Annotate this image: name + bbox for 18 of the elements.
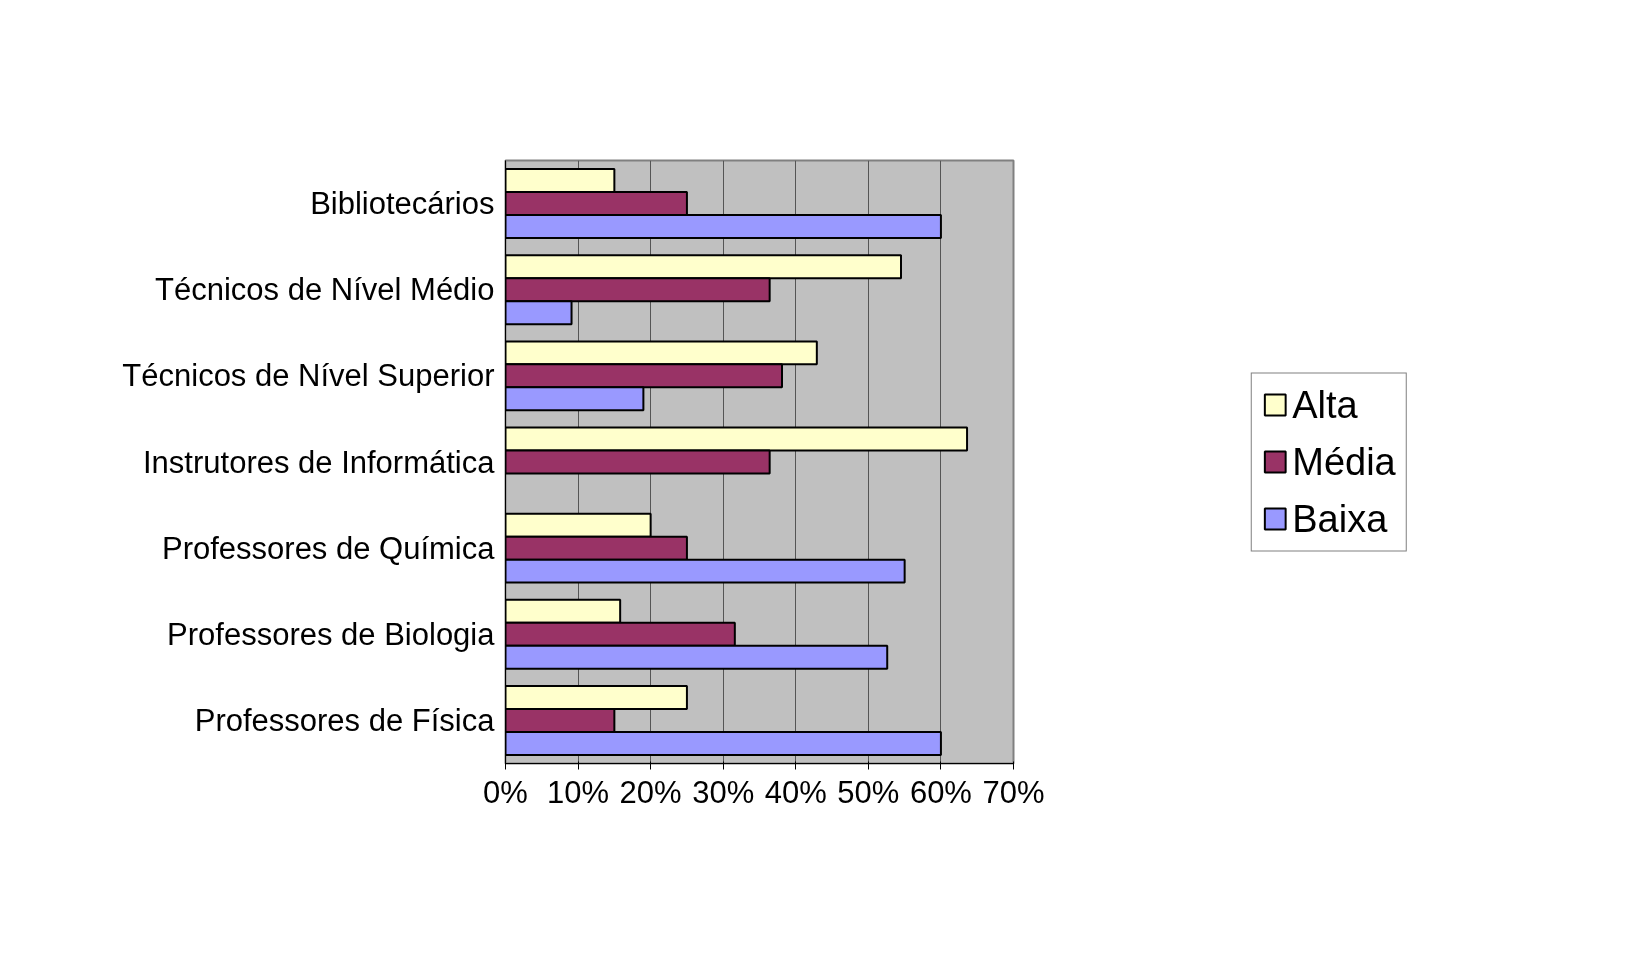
- x-tick-label: 10%: [547, 774, 610, 810]
- y-tick-label: Professores de Física: [194, 702, 496, 738]
- legend-label: Alta: [1292, 383, 1359, 426]
- y-tick-label: Professores de Química: [161, 530, 496, 566]
- x-tick-label: 50%: [837, 774, 900, 810]
- legend-label: Média: [1292, 440, 1396, 483]
- y-tick-label: Instrutores de Informática: [143, 444, 496, 480]
- x-tick-label: 30%: [692, 774, 755, 810]
- y-tick-label: Professores de Biologia: [167, 616, 496, 652]
- y-tick-label: Técnicos de Nível Médio: [155, 272, 495, 308]
- x-tick-label: 40%: [764, 774, 827, 810]
- y-tick-label: Técnicos de Nível Superior: [122, 358, 495, 394]
- x-tick-label: 0%: [483, 774, 528, 810]
- x-tick-label: 60%: [909, 774, 972, 810]
- legend-label: Baixa: [1292, 497, 1388, 540]
- x-tick-label: 20%: [619, 774, 682, 810]
- y-tick-label: Bibliotecários: [310, 186, 495, 222]
- x-tick-label: 70%: [982, 774, 1045, 810]
